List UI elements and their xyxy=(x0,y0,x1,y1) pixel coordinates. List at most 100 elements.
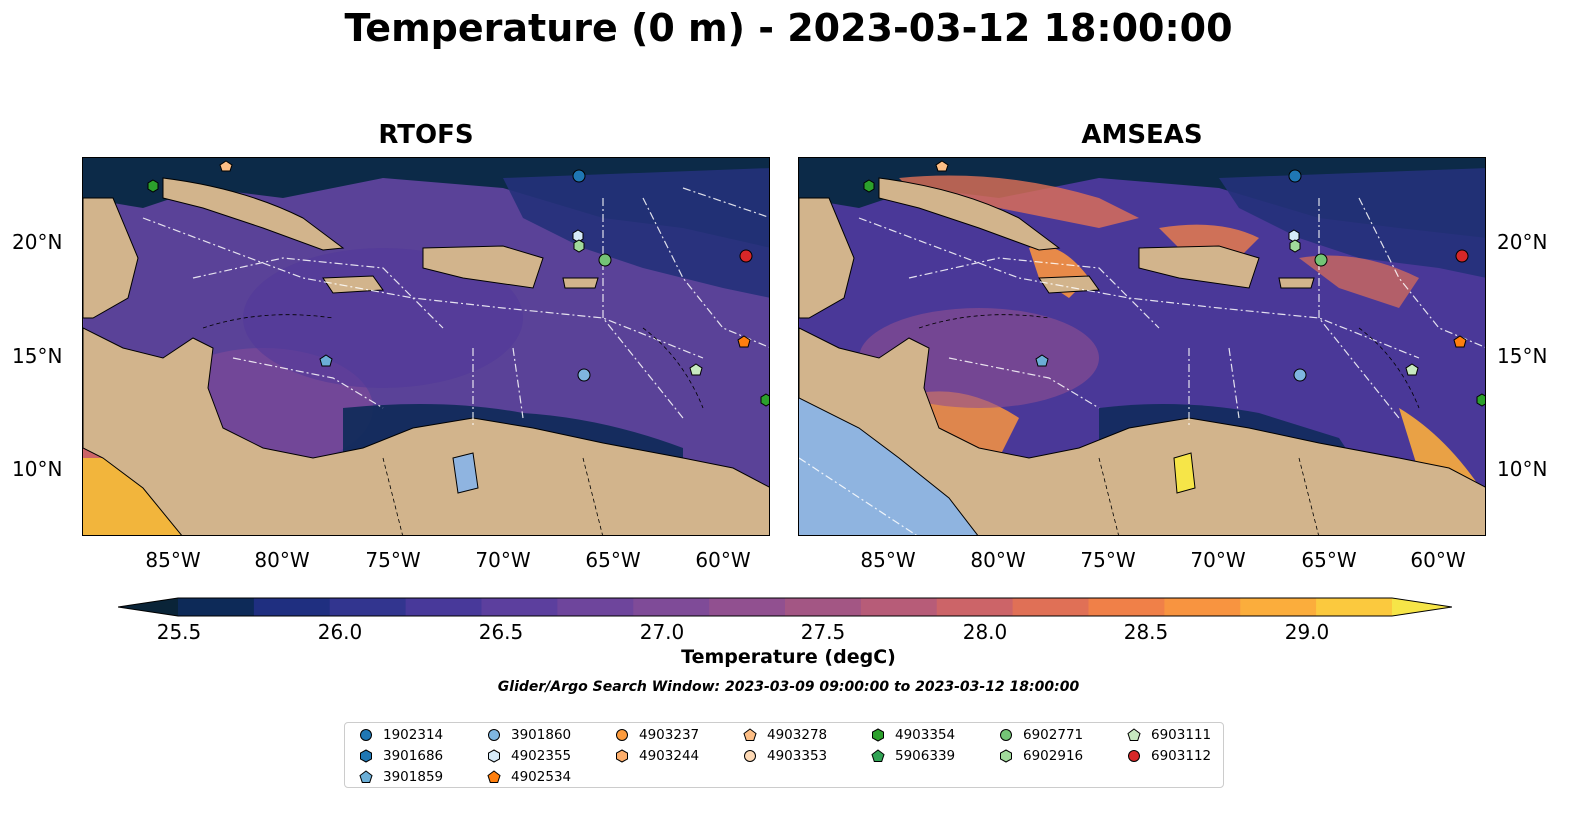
legend-label: 4903353 xyxy=(767,748,828,764)
legend-label: 6902771 xyxy=(1023,727,1084,743)
lon-tick-label: 65°W xyxy=(585,548,641,572)
pentagon-marker-icon xyxy=(487,770,501,783)
legend-label: 6903112 xyxy=(1151,748,1212,764)
legend-item: 3901686 xyxy=(359,746,443,766)
legend-item: 4902534 xyxy=(487,767,571,787)
legend-label: 4902534 xyxy=(511,769,572,785)
colorbar-tick-label: 29.0 xyxy=(1284,620,1330,644)
colorbar-extend-high xyxy=(1392,598,1452,616)
colorbar-segment xyxy=(1164,598,1241,616)
legend-label: 4903354 xyxy=(895,727,956,743)
lat-tick-label: 15°N xyxy=(1497,344,1548,368)
colorbar-segment xyxy=(1240,598,1317,616)
legend-item: 4903354 xyxy=(871,725,955,745)
legend-item: 6902916 xyxy=(999,746,1083,766)
legend-label: 5906339 xyxy=(895,748,956,764)
search-window-text: Glider/Argo Search Window: 2023-03-09 09… xyxy=(497,679,1080,695)
legend-label: 3901859 xyxy=(383,769,444,785)
colorbar-tick-label: 28.5 xyxy=(1123,620,1169,644)
legend-label: 3901686 xyxy=(383,748,444,764)
legend-label: 6902916 xyxy=(1023,748,1084,764)
legend-label: 6903111 xyxy=(1151,727,1212,743)
legend-item: 6903111 xyxy=(1127,725,1211,745)
colorbar-segment xyxy=(785,598,862,616)
circle-marker-icon xyxy=(616,729,628,741)
colorbar-segment xyxy=(405,598,483,616)
hexagon-marker-icon xyxy=(488,749,500,763)
circle-marker-icon xyxy=(1000,729,1012,741)
lat-tick-label: 10°N xyxy=(1497,457,1548,481)
panel-title-amseas: AMSEAS xyxy=(1081,120,1203,150)
legend-item: 4903353 xyxy=(743,746,827,766)
pentagon-marker-icon xyxy=(1127,728,1141,741)
lon-tick-label: 75°W xyxy=(365,548,421,572)
colorbar-tick-label: 26.0 xyxy=(317,620,363,644)
colorbar-extend-low xyxy=(118,598,178,616)
map-amseas[interactable] xyxy=(798,157,1486,536)
legend-label: 4902355 xyxy=(511,748,572,764)
legend-item: 4903237 xyxy=(615,725,699,745)
colorbar-segment xyxy=(253,598,331,616)
hexagon-marker-icon xyxy=(360,749,372,763)
lon-tick-label: 60°W xyxy=(695,548,751,572)
lon-tick-label: 85°W xyxy=(145,548,201,572)
colorbar xyxy=(117,592,1453,622)
hexagon-marker-icon xyxy=(616,749,628,763)
lat-tick-label: 10°N xyxy=(12,457,63,481)
legend-item: 4903278 xyxy=(743,725,827,745)
colorbar-segment xyxy=(557,598,634,616)
legend-label: 4903237 xyxy=(639,727,700,743)
map-rtofs[interactable] xyxy=(82,157,770,536)
colorbar-segment xyxy=(1316,598,1393,616)
legend-label: 4903244 xyxy=(639,748,700,764)
legend-label: 1902314 xyxy=(383,727,444,743)
legend-item: 4903244 xyxy=(615,746,699,766)
colorbar-segment xyxy=(1088,598,1165,616)
circle-marker-icon xyxy=(488,729,500,741)
legend: 1902314 3901686 3901859 3901860 4902355 49025… xyxy=(344,722,1224,788)
circle-marker-icon xyxy=(360,729,372,741)
colorbar-segment xyxy=(481,598,558,616)
main-title: Temperature (0 m) - 2023-03-12 18:00:00 xyxy=(344,6,1233,50)
hexagon-marker-icon xyxy=(872,728,884,742)
colorbar-tick-label: 27.0 xyxy=(639,620,685,644)
legend-item: 5906339 xyxy=(871,746,955,766)
legend-item: 6902771 xyxy=(999,725,1083,745)
lon-tick-label: 75°W xyxy=(1080,548,1136,572)
legend-item: 4902355 xyxy=(487,746,571,766)
lon-tick-label: 60°W xyxy=(1410,548,1466,572)
colorbar-tick-label: 27.5 xyxy=(800,620,846,644)
colorbar-segment xyxy=(633,598,710,616)
pentagon-marker-icon xyxy=(871,749,885,762)
colorbar-segment xyxy=(1012,598,1090,616)
lon-tick-label: 70°W xyxy=(475,548,531,572)
lon-tick-label: 85°W xyxy=(860,548,916,572)
lat-tick-label: 20°N xyxy=(1497,230,1548,254)
hexagon-marker-icon xyxy=(1000,749,1012,763)
legend-item: 6903112 xyxy=(1127,746,1211,766)
colorbar-tick-label: 28.0 xyxy=(962,620,1008,644)
colorbar-title: Temperature (degC) xyxy=(681,646,896,668)
colorbar-tick-label: 25.5 xyxy=(156,620,202,644)
lat-tick-label: 15°N xyxy=(12,344,63,368)
lat-tick-label: 20°N xyxy=(12,230,63,254)
lon-tick-label: 65°W xyxy=(1301,548,1357,572)
lon-tick-label: 80°W xyxy=(254,548,310,572)
colorbar-tick-label: 26.5 xyxy=(478,620,524,644)
colorbar-segment xyxy=(936,598,1014,616)
legend-item: 3901860 xyxy=(487,725,571,745)
pentagon-marker-icon xyxy=(359,770,373,783)
circle-marker-icon xyxy=(744,750,756,762)
legend-item: 3901859 xyxy=(359,767,443,787)
legend-label: 3901860 xyxy=(511,727,572,743)
lon-tick-label: 80°W xyxy=(970,548,1026,572)
panel-title-rtofs: RTOFS xyxy=(378,120,474,150)
colorbar-segment xyxy=(178,598,255,616)
legend-item: 1902314 xyxy=(359,725,443,745)
colorbar-segment xyxy=(329,598,407,616)
circle-marker-icon xyxy=(1128,750,1140,762)
colorbar-segment xyxy=(709,598,786,616)
lon-tick-label: 70°W xyxy=(1190,548,1246,572)
colorbar-segment xyxy=(860,598,938,616)
legend-label: 4903278 xyxy=(767,727,828,743)
